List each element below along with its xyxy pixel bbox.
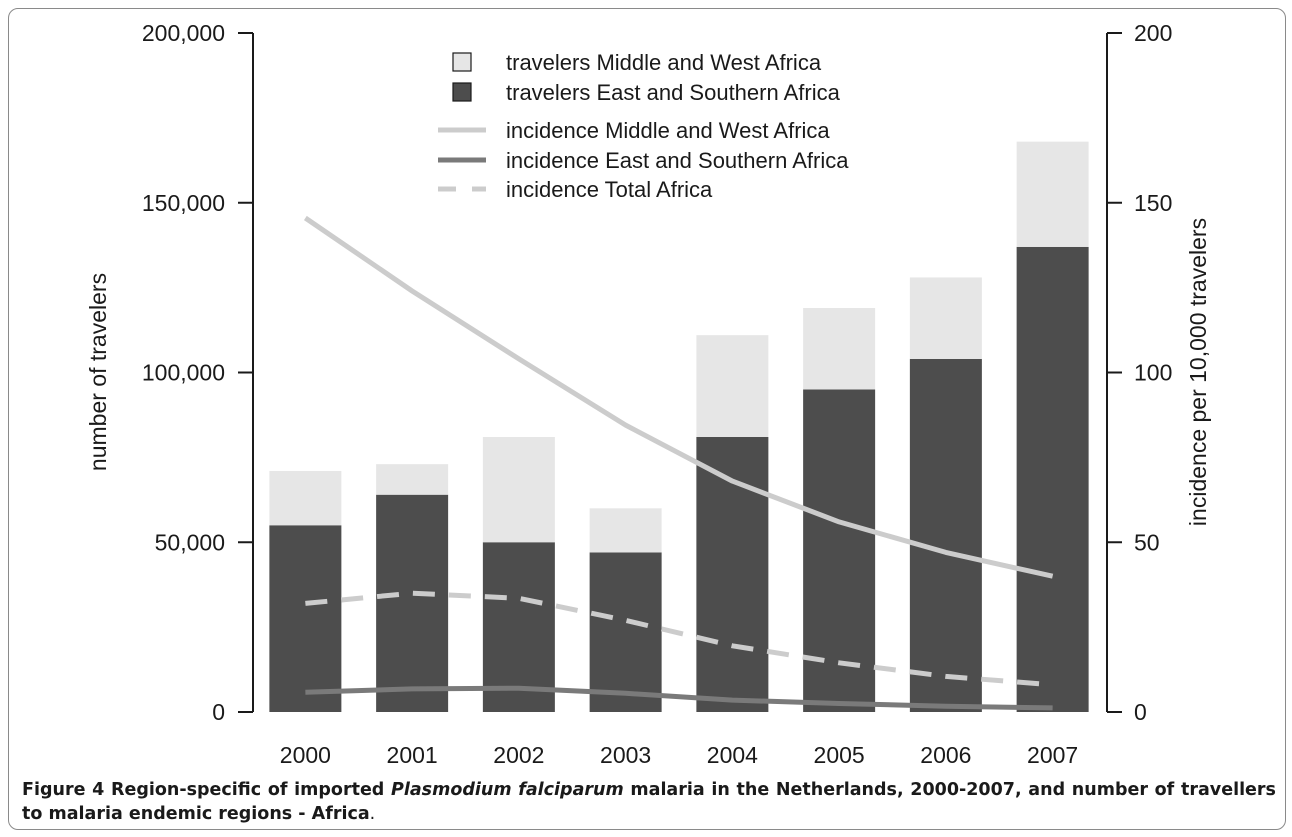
bar-east-southern-2004: [696, 437, 769, 712]
x-tick-label: 2004: [707, 742, 758, 768]
bar-east-southern-2002: [482, 542, 555, 712]
legend-incidence-middle-west-label: incidence Middle and West Africa: [506, 118, 830, 143]
caption-text-after: malaria in the Netherlands, 2000-2007, a…: [22, 780, 1276, 824]
x-tick-label: 2000: [280, 742, 331, 768]
bar-east-southern-2003: [589, 552, 662, 712]
bar-middle-west-2003: [589, 508, 662, 553]
x-tick-label: 2001: [387, 742, 438, 768]
legend-travelers-east-southern-swatch: [452, 82, 472, 102]
bar-east-southern-2001: [376, 494, 449, 712]
legend-incidence-east-southern-label: incidence East and Southern Africa: [506, 148, 849, 173]
bar-middle-west-2000: [269, 470, 342, 526]
caption-end: .: [369, 804, 376, 824]
figure-caption: Figure 4 Region-specific of imported Pla…: [22, 778, 1276, 826]
y2-tick-label: 200: [1134, 20, 1172, 46]
caption-species: Plasmodium falciparum: [391, 780, 624, 800]
legend-travelers-east-southern-label: travelers East and Southern Africa: [506, 80, 841, 105]
bar-middle-west-2002: [482, 437, 555, 543]
y2-tick-label: 100: [1134, 360, 1172, 386]
y2-tick-label: 0: [1134, 699, 1147, 725]
legend-travelers-middle-west-label: travelers Middle and West Africa: [506, 50, 822, 75]
legend-travelers-middle-west-swatch: [452, 52, 472, 72]
y-tick-label: 150,000: [142, 190, 225, 216]
y2-axis-label: incidence per 10,000 travelers: [1185, 218, 1211, 526]
bar-middle-west-2005: [803, 307, 876, 390]
y-tick-label: 100,000: [142, 360, 225, 386]
caption-text-before: Region-specific of imported: [104, 780, 392, 800]
bar-middle-west-2006: [909, 277, 982, 359]
bars-group: [269, 141, 1089, 712]
y-tick-label: 0: [212, 699, 225, 725]
bar-middle-west-2004: [696, 335, 769, 438]
x-tick-label: 2006: [920, 742, 971, 768]
x-tick-label: 2005: [814, 742, 865, 768]
legend-incidence-total-label: incidence Total Africa: [506, 177, 713, 202]
x-tick-label: 2007: [1027, 742, 1078, 768]
x-tick-label: 2003: [600, 742, 651, 768]
caption-label: Figure 4: [22, 780, 105, 800]
bar-middle-west-2007: [1016, 141, 1089, 247]
bar-middle-west-2001: [376, 464, 449, 495]
axes-group: 0 50,000 100,000 150,000 200,000 0 50 100 150 200…: [142, 20, 1173, 768]
line-incidence-total: [305, 590, 1053, 688]
bar-east-southern-2007: [1016, 246, 1089, 712]
y2-tick-label: 150: [1134, 190, 1172, 216]
y-tick-label: 50,000: [155, 529, 225, 555]
lines-group: [303, 215, 1054, 711]
bar-east-southern-2000: [269, 525, 342, 712]
bar-east-southern-2006: [909, 358, 982, 712]
y-tick-label: 200,000: [142, 20, 225, 46]
y2-tick-label: 50: [1134, 529, 1160, 555]
chart: 0 50,000 100,000 150,000 200,000 0 50 100 150 200…: [85, 20, 1211, 768]
line-incidence-middle-west: [303, 215, 1054, 579]
x-tick-label: 2002: [493, 742, 544, 768]
line-incidence-east-southern: [305, 685, 1053, 711]
legend: travelers Middle and West Africa traveler…: [438, 50, 849, 202]
y-axis-label: number of travelers: [85, 273, 111, 471]
